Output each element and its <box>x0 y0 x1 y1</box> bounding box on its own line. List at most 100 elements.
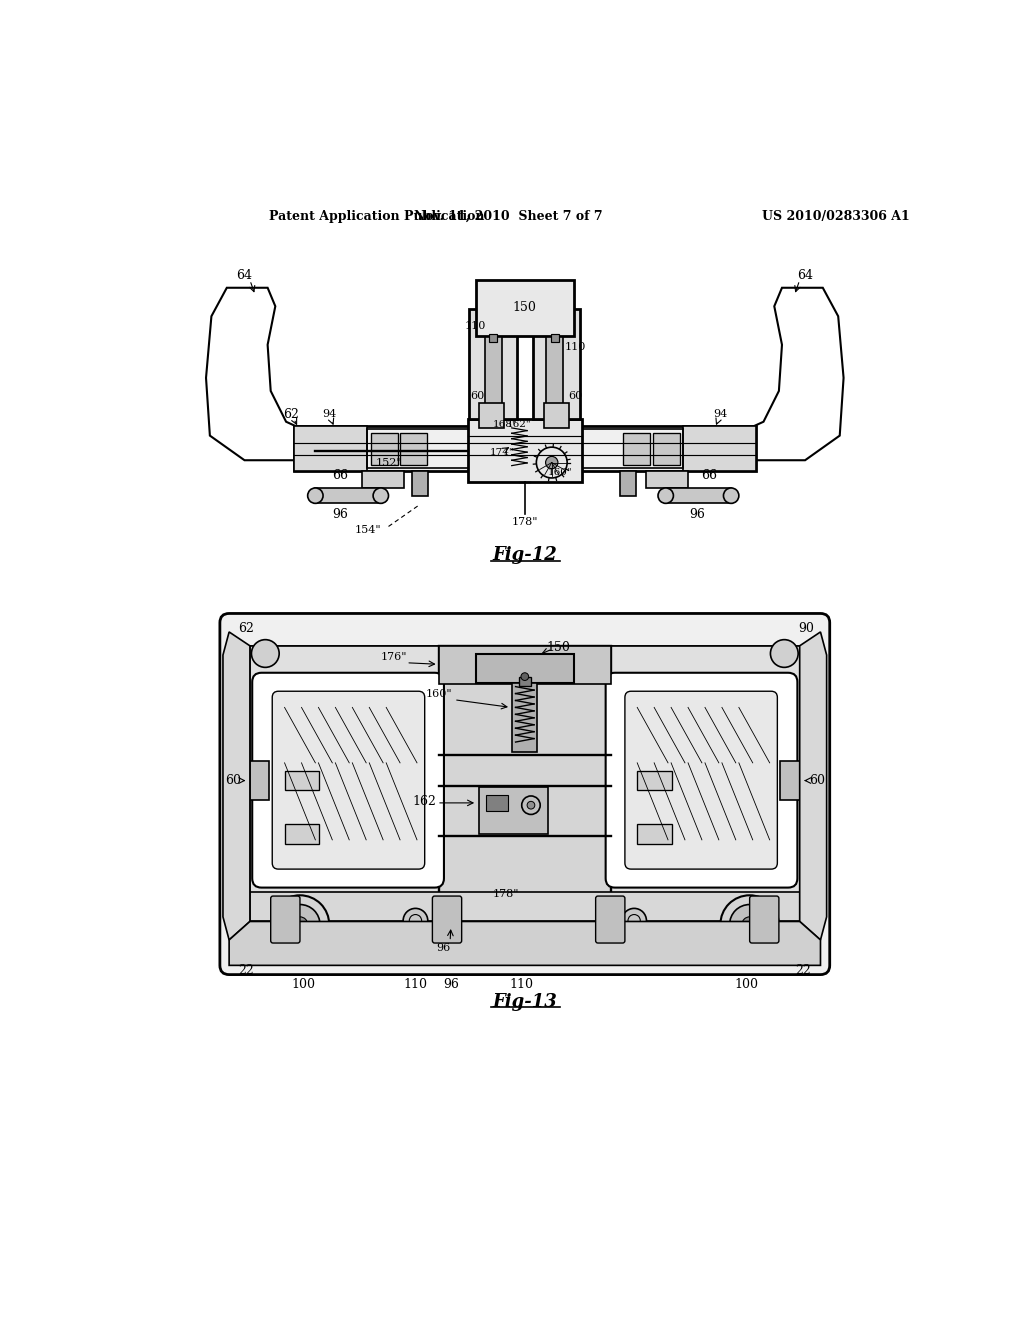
Bar <box>413 471 428 495</box>
Text: 110: 110 <box>465 321 486 331</box>
Text: 110: 110 <box>565 342 587 352</box>
Text: 96: 96 <box>689 508 706 520</box>
FancyBboxPatch shape <box>270 896 300 942</box>
Text: 110: 110 <box>510 978 534 991</box>
Text: 160": 160" <box>425 689 452 698</box>
Circle shape <box>403 908 428 933</box>
Polygon shape <box>229 921 820 965</box>
Bar <box>478 788 548 834</box>
Text: 90: 90 <box>799 622 814 635</box>
Bar <box>683 426 756 471</box>
Circle shape <box>373 488 388 503</box>
FancyBboxPatch shape <box>272 692 425 869</box>
Bar <box>250 892 800 921</box>
Text: 60: 60 <box>470 391 484 400</box>
Bar <box>250 645 800 684</box>
Text: 60: 60 <box>225 774 241 787</box>
Bar <box>250 645 438 921</box>
Text: 100: 100 <box>734 978 759 991</box>
Circle shape <box>546 457 558 469</box>
Text: 152": 152" <box>375 458 401 467</box>
FancyBboxPatch shape <box>605 673 798 887</box>
Circle shape <box>770 640 798 668</box>
Bar <box>611 645 800 921</box>
Bar <box>637 771 672 789</box>
Bar <box>652 433 680 465</box>
FancyBboxPatch shape <box>625 692 777 869</box>
Bar <box>285 825 319 843</box>
FancyBboxPatch shape <box>220 614 829 974</box>
Bar <box>666 488 731 503</box>
Text: 60: 60 <box>809 774 824 787</box>
Circle shape <box>521 673 528 681</box>
Text: 176": 176" <box>381 652 408 661</box>
Polygon shape <box>223 632 250 940</box>
Text: 178": 178" <box>493 888 519 899</box>
FancyBboxPatch shape <box>252 673 444 887</box>
Bar <box>438 645 611 684</box>
Text: 174": 174" <box>489 447 514 457</box>
Circle shape <box>307 488 323 503</box>
Text: 62: 62 <box>283 408 299 421</box>
Text: 154": 154" <box>354 524 381 535</box>
Bar <box>315 488 381 503</box>
Circle shape <box>292 917 307 932</box>
Text: Patent Application Publication: Patent Application Publication <box>269 210 484 223</box>
Text: 96: 96 <box>332 508 348 520</box>
Text: 168": 168" <box>493 420 517 429</box>
Text: 96: 96 <box>443 978 459 991</box>
Circle shape <box>280 904 319 945</box>
Circle shape <box>724 488 739 503</box>
Bar <box>551 334 559 342</box>
Text: 178": 178" <box>512 517 538 527</box>
Circle shape <box>658 488 674 503</box>
Circle shape <box>270 895 330 954</box>
Bar <box>581 429 683 469</box>
Bar <box>468 418 582 482</box>
Bar <box>361 471 403 488</box>
Bar <box>479 404 504 428</box>
Bar <box>518 677 531 686</box>
Text: US 2010/0283306 A1: US 2010/0283306 A1 <box>762 210 909 223</box>
Circle shape <box>527 801 535 809</box>
Bar <box>294 426 367 471</box>
Bar <box>544 404 568 428</box>
Text: Nov. 11, 2010  Sheet 7 of 7: Nov. 11, 2010 Sheet 7 of 7 <box>414 210 602 223</box>
Text: 150: 150 <box>513 301 537 314</box>
Bar <box>475 653 574 682</box>
Circle shape <box>622 908 646 933</box>
Text: Fig-12: Fig-12 <box>493 546 557 564</box>
Text: 22: 22 <box>239 964 254 977</box>
Bar <box>400 433 427 465</box>
Bar <box>250 762 269 800</box>
Bar <box>367 429 469 469</box>
Bar <box>547 337 563 418</box>
Polygon shape <box>800 632 826 940</box>
Text: 66: 66 <box>701 469 718 482</box>
Bar <box>486 795 508 810</box>
Text: 162: 162 <box>413 795 436 808</box>
Text: 64: 64 <box>797 269 813 282</box>
FancyBboxPatch shape <box>750 896 779 942</box>
Text: 96: 96 <box>436 942 451 953</box>
Bar <box>371 433 397 465</box>
Bar <box>621 471 636 495</box>
Text: 62: 62 <box>239 622 254 635</box>
Bar <box>484 337 502 418</box>
Text: 94: 94 <box>714 409 727 418</box>
Text: 64: 64 <box>237 269 253 282</box>
Text: 66: 66 <box>332 469 348 482</box>
Bar <box>475 280 574 335</box>
Bar <box>285 771 319 789</box>
Text: 162": 162" <box>506 420 531 429</box>
Circle shape <box>742 917 758 932</box>
Bar <box>469 309 517 418</box>
Text: 94: 94 <box>323 409 336 418</box>
Bar <box>512 682 538 752</box>
Bar <box>624 433 650 465</box>
Circle shape <box>720 895 779 954</box>
Text: 160": 160" <box>548 469 572 477</box>
Text: 60: 60 <box>568 391 583 400</box>
Bar <box>780 762 800 800</box>
Bar <box>646 471 688 488</box>
